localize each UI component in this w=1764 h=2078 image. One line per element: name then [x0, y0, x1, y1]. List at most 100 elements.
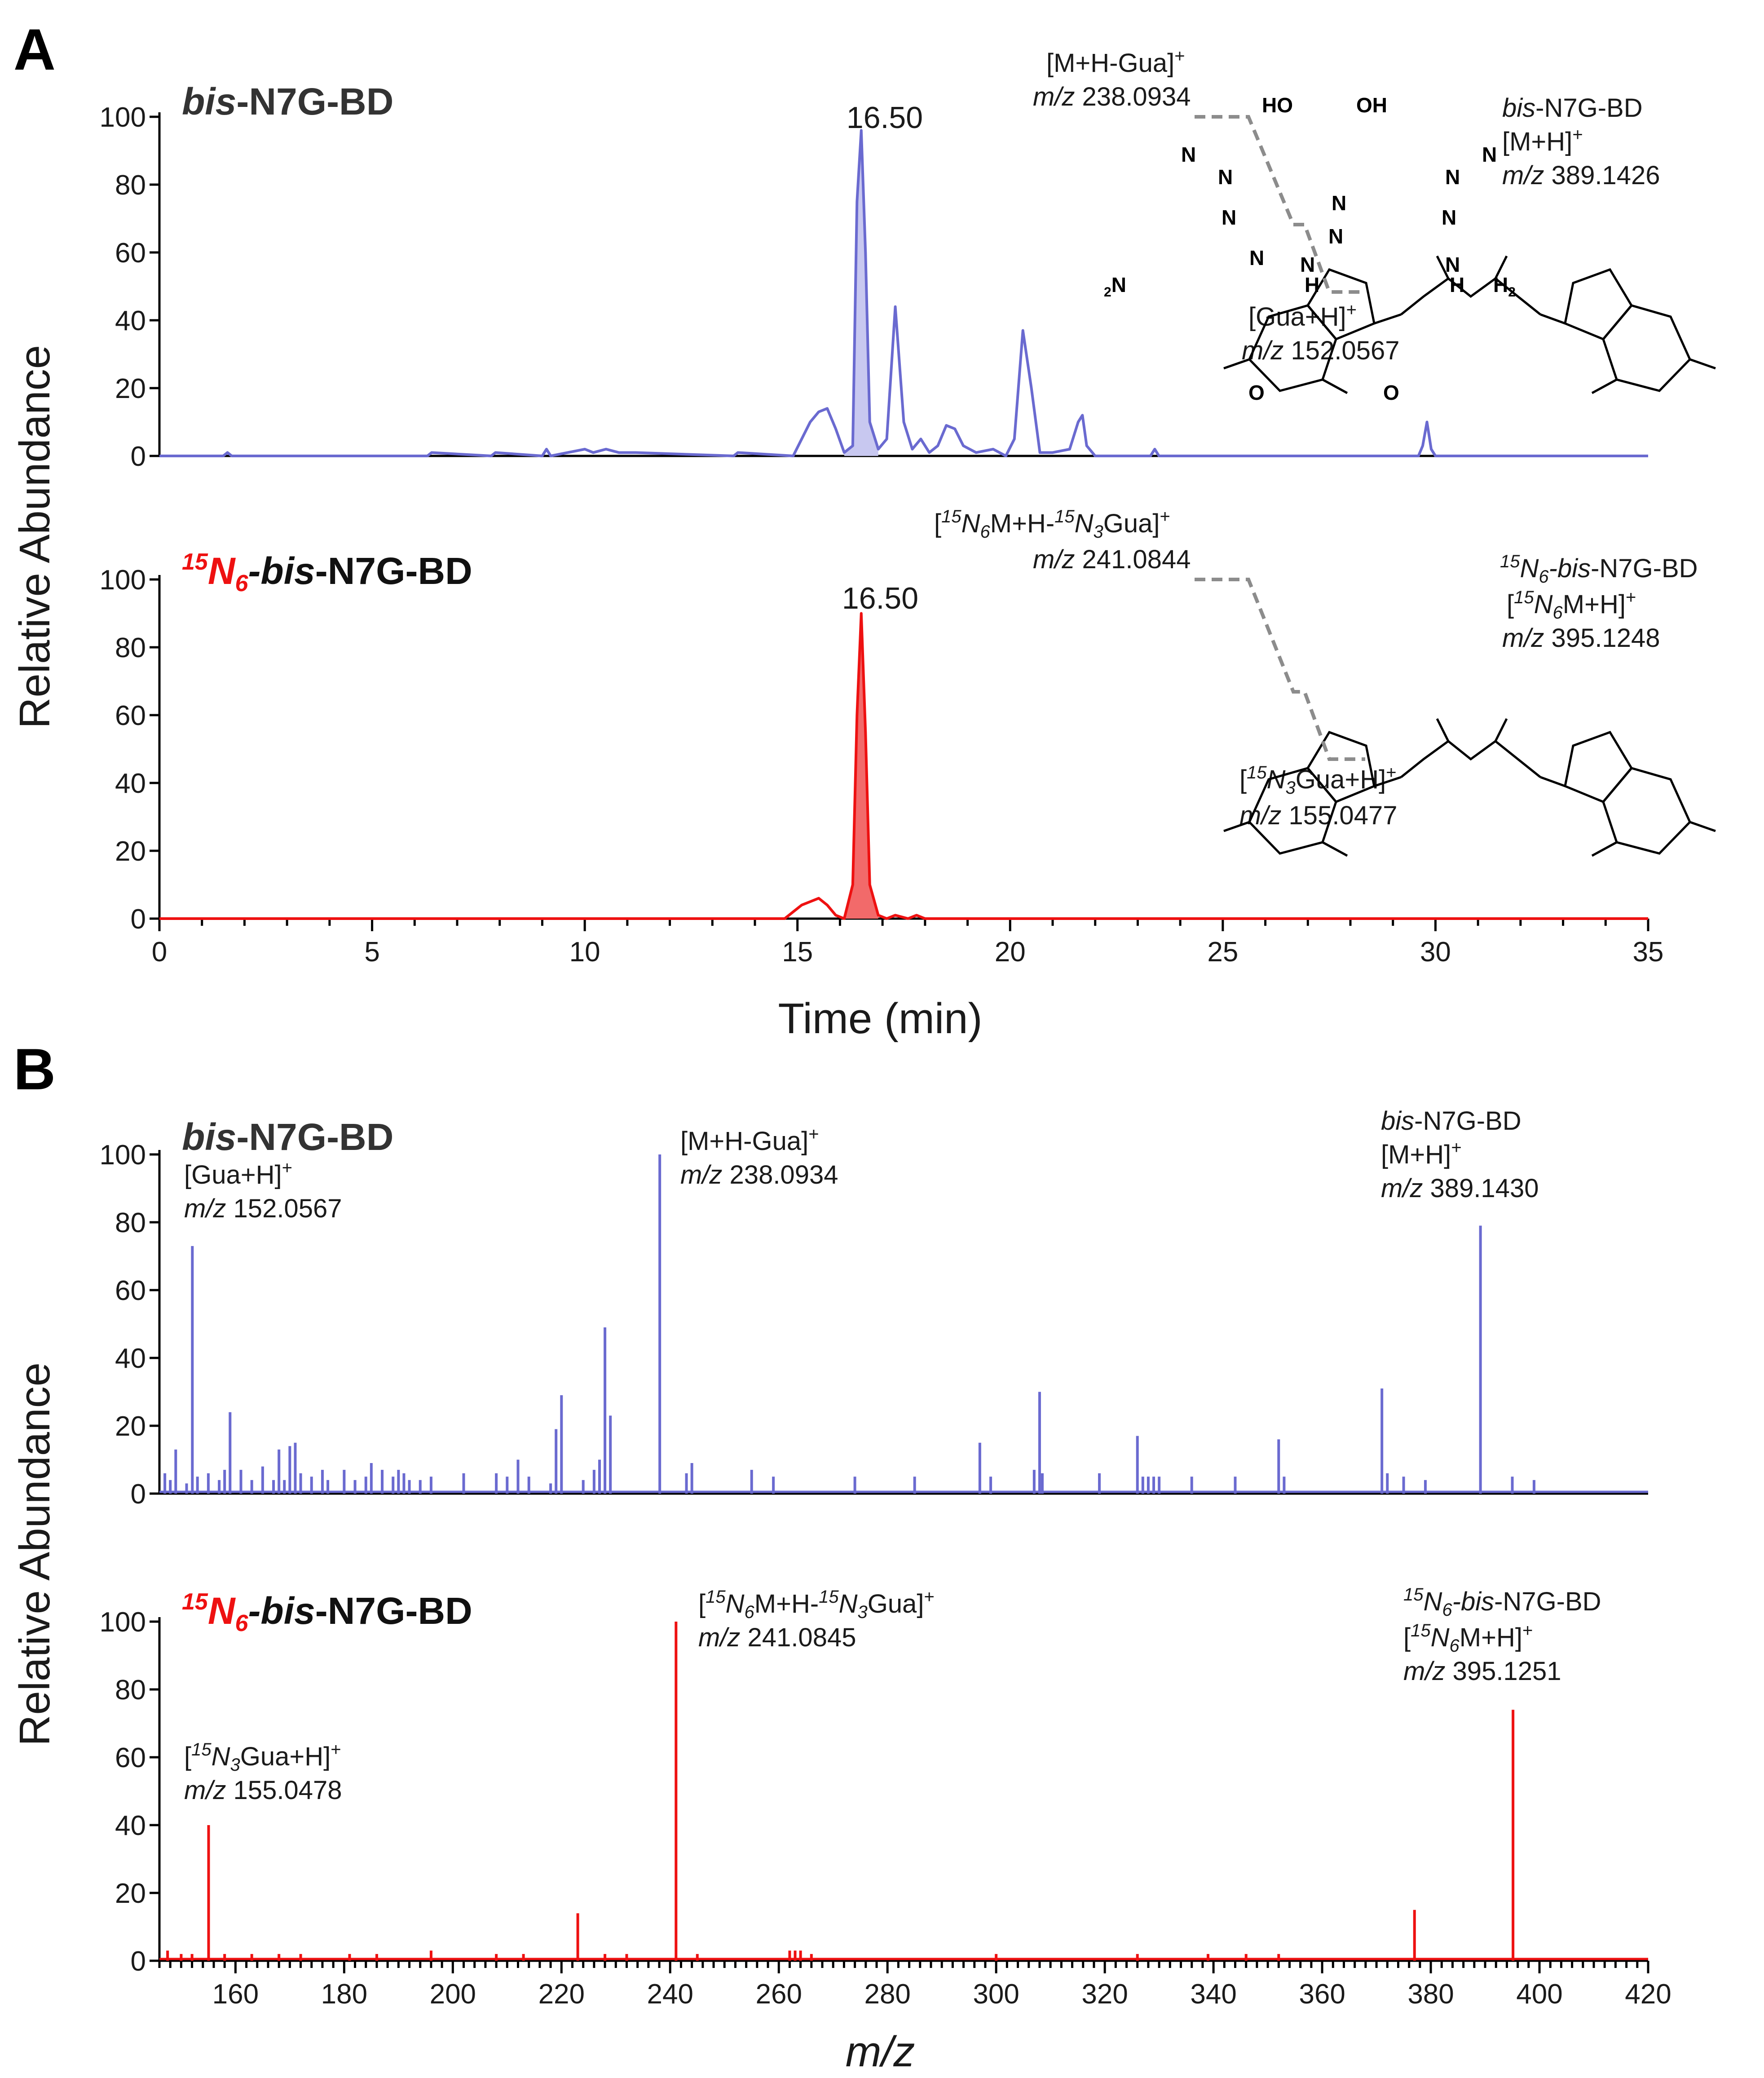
- svg-text:N: N: [1445, 253, 1460, 276]
- svg-text:N: N: [1445, 165, 1460, 189]
- svg-text:OH: OH: [1356, 93, 1387, 117]
- peak-fill: [844, 130, 878, 456]
- panel-label-b: B: [13, 1036, 56, 1102]
- x-tick-label: 35: [1633, 937, 1664, 968]
- svg-text:bis-N7G-BD: bis-N7G-BD: [1381, 1106, 1521, 1136]
- svg-text:bis-N7G-BD: bis-N7G-BD: [1502, 93, 1643, 123]
- x-tick-label: 260: [756, 1979, 802, 2010]
- annotation-b-bottom-fragment: [15N6M+H-15N3Gua]+ m/z 241.0845: [698, 1587, 935, 1652]
- x-tick-label: 420: [1625, 1979, 1671, 2010]
- svg-text:m/z 395.1251: m/z 395.1251: [1403, 1657, 1561, 1686]
- svg-text:N: N: [1482, 143, 1497, 166]
- chart-a-top: 0 20 40 60 80 100: [100, 102, 1648, 472]
- y-tick-label: 40: [115, 768, 146, 799]
- y-tick-label: 40: [115, 1810, 146, 1841]
- y-tick-label: 80: [115, 170, 146, 201]
- svg-text:H: H: [1450, 273, 1464, 296]
- y-tick-label: 0: [131, 1479, 146, 1510]
- svg-text:15N6-bis-N7G-BD: 15N6-bis-N7G-BD: [1403, 1585, 1601, 1620]
- y-tick-label: 20: [115, 373, 146, 404]
- chart-b-bottom: 0 20 40 60 80 100 160 180 200 220 240 260 280 300 320 3…: [100, 1607, 1671, 2010]
- x-tick-label: 25: [1207, 937, 1238, 968]
- y-tick-label: 0: [131, 1946, 146, 1977]
- atom-labels-a-top: HO OH N N N N N N O O: [1181, 93, 1497, 404]
- svg-text:N: N: [1328, 225, 1343, 248]
- svg-text:HO: HO: [1262, 93, 1293, 117]
- x-tick-label: 380: [1407, 1979, 1454, 2010]
- y-tick-label: 20: [115, 1878, 146, 1909]
- svg-text:N: N: [1442, 206, 1456, 229]
- svg-text:O: O: [1383, 381, 1399, 404]
- chart-a-bottom-title: 15N6-bis-N7G-BD: [182, 549, 472, 597]
- x-tick-label: 180: [321, 1979, 367, 2010]
- annotation-b-bottom-parent: 15N6-bis-N7G-BD [15N6M+H]+ m/z 395.1251: [1403, 1585, 1601, 1686]
- panel-a-ylabel: Relative Abundance: [11, 345, 59, 729]
- x-tick-label: 200: [430, 1979, 476, 2010]
- y-tick-label: 20: [115, 836, 146, 867]
- y-tick-label: 60: [115, 700, 146, 731]
- x-tick-label: 240: [647, 1979, 693, 2010]
- svg-text:m/z 152.0567: m/z 152.0567: [1242, 336, 1399, 365]
- svg-text:H2: H2: [1493, 273, 1516, 300]
- chromatogram-trace: [159, 612, 1648, 920]
- svg-text:[15N3Gua+H]+: [15N3Gua+H]+: [184, 1740, 341, 1775]
- y-tick-label: 100: [100, 102, 146, 133]
- svg-text:N: N: [1218, 165, 1233, 189]
- annotation-b-top-parent: bis-N7G-BD [M+H]+ m/z 389.1430: [1381, 1106, 1539, 1203]
- y-tick-label: 100: [100, 1607, 146, 1638]
- x-tick-label: 220: [538, 1979, 585, 2010]
- annotation-b-bottom-gua: [15N3Gua+H]+ m/z 155.0478: [184, 1740, 342, 1805]
- chart-a-top-title: bis-N7G-BD: [182, 80, 393, 123]
- chart-b-top-title: bis-N7G-BD: [182, 1116, 393, 1158]
- svg-text:H: H: [1305, 273, 1319, 296]
- y-tick-label: 40: [115, 305, 146, 336]
- y-tick-label: 80: [115, 1207, 146, 1238]
- svg-text:m/z 241.0844: m/z 241.0844: [1033, 545, 1191, 574]
- x-tick-label: 340: [1190, 1979, 1236, 2010]
- chart-b-bottom-title: 15N6-bis-N7G-BD: [182, 1589, 472, 1636]
- svg-text:N: N: [1300, 253, 1315, 276]
- svg-text:m/z 395.1248: m/z 395.1248: [1502, 623, 1660, 653]
- x-tick-label: 320: [1081, 1979, 1128, 2010]
- chart-a-top-peak-label: 16.50: [847, 101, 923, 135]
- svg-text:[15N6M+H]+: [15N6M+H]+: [1403, 1621, 1533, 1656]
- y-tick-label: 20: [115, 1411, 146, 1442]
- x-tick-label: 160: [212, 1979, 259, 2010]
- svg-text:2N: 2N: [1104, 273, 1126, 300]
- svg-text:[M+H]+: [M+H]+: [1381, 1138, 1462, 1169]
- svg-text:[Gua+H]+: [Gua+H]+: [184, 1158, 292, 1189]
- svg-text:m/z 389.1426: m/z 389.1426: [1502, 161, 1660, 190]
- x-tick-label: 0: [152, 937, 167, 968]
- svg-text:N: N: [1181, 143, 1196, 166]
- svg-text:m/z 389.1430: m/z 389.1430: [1381, 1174, 1539, 1203]
- structure-a-top-labels: N N N H N 2N N H H2: [1104, 191, 1516, 300]
- fragmentation-line-a-top: [1195, 115, 1365, 294]
- y-tick-label: 0: [131, 904, 146, 935]
- panel-a-xlabel: Time (min): [778, 995, 982, 1043]
- svg-text:[M+H-Gua]+: [M+H-Gua]+: [1046, 46, 1185, 78]
- y-tick-label: 100: [100, 1140, 146, 1171]
- annotation-a-top-m-h-gua: [M+H-Gua]+ m/z 238.0934: [1033, 46, 1191, 111]
- annotation-a-top-parent: bis-N7G-BD [M+H]+ m/z 389.1426: [1502, 93, 1660, 190]
- chart-a-bottom-peak-label: 16.50: [842, 581, 918, 615]
- svg-text:m/z 238.0934: m/z 238.0934: [1033, 82, 1191, 111]
- y-tick-label: 100: [100, 565, 146, 596]
- svg-text:[15N6M+H]+: [15N6M+H]+: [1507, 588, 1636, 623]
- annotation-b-top-m-h-gua: [M+H-Gua]+ m/z 238.0934: [680, 1124, 838, 1189]
- structure-a-top: HO OH N N N N N N O O: [1181, 93, 1715, 404]
- svg-text:m/z 241.0845: m/z 241.0845: [698, 1623, 856, 1652]
- x-tick-label: 30: [1420, 937, 1451, 968]
- svg-text:[15N6M+H-15N3Gua]+: [15N6M+H-15N3Gua]+: [934, 507, 1170, 542]
- svg-text:m/z 152.0567: m/z 152.0567: [184, 1194, 342, 1223]
- x-tick-label: 280: [864, 1979, 910, 2010]
- x-tick-label: 300: [973, 1979, 1019, 2010]
- peak-fill: [844, 613, 878, 919]
- svg-text:N: N: [1222, 206, 1236, 229]
- svg-text:m/z 155.0478: m/z 155.0478: [184, 1776, 342, 1805]
- annotation-a-bottom-parent: 15N6-bis-N7G-BD [15N6M+H]+ m/z 395.1248: [1500, 552, 1698, 653]
- y-tick-label: 60: [115, 1742, 146, 1773]
- svg-text:m/z 238.0934: m/z 238.0934: [680, 1160, 838, 1189]
- svg-text:[15N6M+H-15N3Gua]+: [15N6M+H-15N3Gua]+: [698, 1587, 935, 1622]
